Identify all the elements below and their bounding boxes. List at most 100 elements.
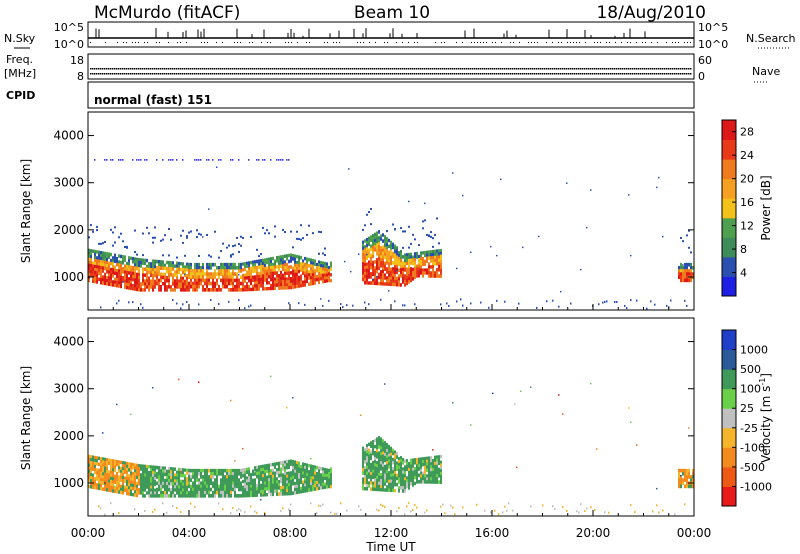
power-cell	[256, 259, 258, 264]
power-cell	[282, 273, 284, 278]
velocity-cell	[112, 477, 114, 481]
nave-dot	[96, 73, 98, 75]
power-cell	[154, 236, 156, 239]
power-cell	[208, 278, 210, 283]
freq-dot	[456, 68, 458, 70]
nave-dot	[276, 73, 278, 75]
x-tick-label: 08:00	[273, 526, 308, 540]
velocity-cell	[374, 472, 376, 476]
power-cell	[678, 269, 680, 273]
power-cell	[218, 256, 220, 259]
velocity-cell	[386, 452, 388, 456]
velocity-cell	[164, 469, 166, 474]
freq-dot	[418, 68, 420, 70]
nave-dot	[236, 73, 238, 75]
velocity-cell	[428, 474, 430, 478]
velocity-cell	[284, 474, 286, 479]
nave-dot	[252, 73, 254, 75]
y-tick-label: 2000	[53, 429, 84, 443]
freq-dot	[684, 68, 686, 70]
power-cell	[372, 278, 374, 280]
power-cell	[194, 262, 196, 267]
power-cell	[364, 301, 366, 304]
velocity-cell	[114, 462, 116, 467]
power-cell	[380, 281, 382, 286]
velocity-cell	[136, 472, 138, 477]
velocity-cell	[116, 486, 118, 491]
velocity-cell	[308, 473, 310, 477]
freq-dot	[324, 68, 326, 70]
velocity-cell	[324, 473, 326, 478]
power-cell	[138, 261, 140, 265]
power-cell	[182, 262, 184, 266]
power-cell	[136, 159, 138, 161]
power-cell	[456, 300, 458, 303]
velocity-cell	[118, 512, 120, 515]
power-cell	[414, 272, 416, 277]
power-cell	[172, 267, 174, 271]
power-cell	[110, 270, 112, 275]
velocity-cell	[408, 461, 410, 466]
power-cell	[122, 240, 124, 243]
power-cell	[88, 269, 90, 274]
x-tick-label: 04:00	[172, 526, 207, 540]
power-cell	[320, 267, 322, 271]
power-cell	[166, 285, 168, 289]
power-cell	[306, 279, 308, 284]
power-cell	[228, 244, 230, 247]
velocity-cell	[562, 505, 564, 508]
velocity-cell	[104, 484, 106, 489]
velocity-cell	[164, 487, 166, 492]
velocity-cell	[434, 467, 436, 472]
power-cell	[270, 266, 272, 270]
power-cell	[120, 281, 122, 286]
velocity-cell	[558, 394, 560, 396]
power-cell	[298, 269, 300, 274]
velocity-cell	[166, 511, 168, 514]
nave-dot	[268, 73, 270, 75]
power-cell	[232, 245, 234, 248]
velocity-cell	[230, 468, 232, 473]
velocity-cell	[282, 482, 284, 487]
velocity-cell	[372, 451, 374, 456]
power-colorbar-swatch	[722, 276, 736, 297]
velocity-cell	[106, 461, 108, 465]
power-cell	[388, 279, 390, 284]
power-cell	[362, 256, 364, 260]
freq-dot	[422, 68, 424, 70]
power-cell	[288, 261, 290, 264]
power-cell	[228, 278, 230, 283]
power-cell	[262, 271, 264, 275]
power-cell	[380, 249, 382, 253]
nave-dot	[640, 73, 642, 75]
velocity-cell	[272, 492, 274, 497]
power-cell	[286, 283, 288, 287]
velocity-cell	[312, 487, 314, 492]
velocity-cell	[148, 491, 150, 495]
velocity-cell	[394, 468, 396, 472]
power-cell	[362, 268, 364, 272]
power-cell	[206, 234, 208, 237]
velocity-cell	[112, 462, 114, 466]
power-cell	[392, 270, 394, 274]
velocity-colorbar-tick-label: -1000	[740, 480, 772, 493]
velocity-cell	[452, 506, 454, 509]
power-cell	[138, 273, 140, 277]
velocity-cell	[280, 476, 282, 481]
velocity-cell	[268, 472, 270, 476]
power-cell	[204, 278, 206, 283]
nsearch-dot	[645, 42, 646, 43]
power-cell	[368, 272, 370, 276]
power-cell	[318, 260, 320, 264]
velocity-cell	[382, 484, 384, 489]
power-cell	[394, 253, 396, 257]
velocity-cell	[422, 462, 424, 467]
velocity-cell	[372, 487, 374, 491]
freq-dot	[142, 68, 144, 70]
power-cell	[174, 273, 176, 277]
velocity-cell	[376, 475, 378, 480]
power-cell	[90, 255, 92, 259]
power-cell	[366, 277, 368, 282]
freq-dot	[680, 68, 682, 70]
velocity-cell	[678, 472, 680, 476]
